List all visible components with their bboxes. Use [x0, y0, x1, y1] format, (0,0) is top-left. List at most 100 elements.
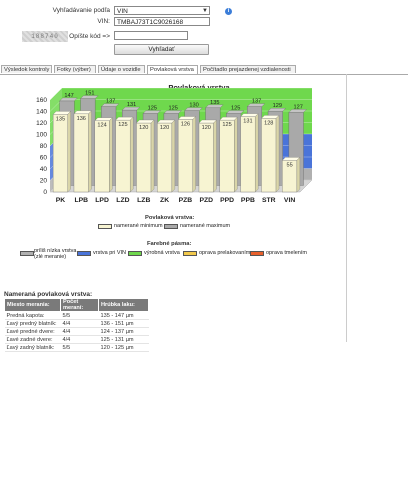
bar-min-label: 135 — [56, 116, 65, 122]
bar-min-label: 125 — [222, 122, 231, 128]
table-row: Ľavý predný blatník: 4/4 136 - 151 µm — [4, 319, 149, 328]
bar-min-side — [234, 116, 238, 193]
x-tick-label: STR — [262, 197, 276, 204]
search-button[interactable]: Vyhľadať — [114, 44, 209, 55]
table-header-row: Miesto merania: Počet meraní: Hrúbka lak… — [4, 298, 149, 312]
bar-min-side — [130, 116, 134, 193]
bands-legend-title: Farebné pásma: — [147, 241, 192, 247]
band-swatch-filler — [250, 251, 264, 256]
band-label-factory: výrobná vrstva — [144, 250, 180, 256]
bar-min — [115, 119, 131, 193]
cell-location: Ľavé zadné dvere: — [4, 335, 61, 344]
bar-max-label: 147 — [64, 93, 73, 99]
bar-min-side — [88, 110, 92, 193]
bar-min — [52, 114, 68, 193]
code-label: Opíšte kód => — [69, 33, 110, 40]
cell-thickness: 124 - 137 µm — [98, 327, 149, 336]
bar-max-label: 130 — [189, 103, 198, 109]
bar-min — [198, 122, 214, 193]
cell-count: 4/4 — [60, 319, 99, 328]
bar-max-label: 125 — [231, 106, 240, 112]
x-tick-label: LPD — [95, 197, 109, 204]
legend-swatch-min — [98, 224, 112, 229]
y-tick-label: 60 — [40, 155, 48, 162]
x-tick-label: PK — [56, 197, 66, 204]
captcha-image: 188740 — [22, 31, 68, 42]
bar-max-label: 127 — [294, 104, 303, 110]
bar-min-side — [171, 119, 176, 193]
bar-max-label: 125 — [169, 106, 178, 112]
band-swatch-repaint — [183, 251, 197, 256]
tab-odometer[interactable]: Počítadlo prejazdenej vzdialenosti — [200, 65, 296, 73]
bar-min — [73, 113, 89, 193]
tab-vehicle-data[interactable]: Údaje o vozidle — [98, 65, 145, 73]
code-input[interactable] — [114, 31, 188, 40]
tab-paint-layer[interactable]: Povlaková vrstva — [147, 65, 198, 74]
bar-min-label: 136 — [77, 116, 86, 122]
bar-min-side — [213, 119, 217, 193]
cell-location: Ľavý predný blatník: — [4, 319, 61, 328]
search-by-label: Vyhľadávanie podľa — [52, 7, 110, 14]
bar-min-label: 126 — [181, 122, 190, 128]
content-divider — [346, 74, 347, 342]
cell-count: 4/4 — [60, 335, 99, 344]
bar-min-label: 120 — [139, 125, 148, 131]
bar-max-top — [226, 110, 245, 114]
chevron-down-icon: ▼ — [202, 8, 208, 14]
bar-min-label: 124 — [97, 123, 106, 129]
bar-min-side — [296, 157, 301, 193]
band-label-repaint: oprava prelakovaním — [199, 250, 251, 256]
table-row: Predná kapota: 5/5 135 - 147 µm — [4, 311, 149, 320]
chart-gridline — [49, 87, 63, 101]
y-tick-label: 140 — [36, 109, 47, 116]
bar-max-label: 151 — [85, 91, 94, 97]
bar-min-label: 125 — [118, 122, 127, 128]
bar-min-side — [255, 113, 259, 193]
chart-title: Povlaková vrstva — [168, 83, 230, 92]
cell-thickness: 125 - 131 µm — [98, 335, 149, 344]
cell-thickness: 135 - 147 µm — [98, 311, 149, 320]
legend-label-min: namerané minimum — [114, 223, 163, 229]
bar-min — [240, 116, 256, 193]
cell-location: Predná kapota: — [4, 311, 61, 320]
bar-max-top — [59, 97, 78, 102]
cell-count: 5/5 — [60, 311, 99, 320]
vin-input[interactable]: TMBAJ73T1C9026168 — [114, 17, 210, 26]
bar-max-top — [288, 109, 307, 113]
bar-min-side — [192, 116, 196, 193]
x-tick-label: ZK — [160, 197, 169, 204]
bar-min — [94, 120, 110, 193]
x-tick-label: PZD — [199, 197, 213, 204]
tab-inspection-result[interactable]: Výsledok kontroly — [1, 65, 52, 73]
bar-max-label: 137 — [252, 99, 261, 105]
bar-max-top — [142, 110, 162, 114]
bar-min — [219, 119, 235, 193]
bar-min — [136, 122, 152, 193]
y-tick-label: 80 — [40, 143, 48, 150]
bar-max-label: 137 — [106, 99, 115, 105]
legend-label-max: namerané maximum — [180, 223, 231, 229]
bar-max-top — [246, 103, 266, 107]
bar-min-label: 128 — [264, 120, 273, 126]
bar-max-top — [267, 108, 287, 112]
cell-thickness: 120 - 125 µm — [98, 343, 149, 352]
tab-bar: Výsledok kontroly Fotky (výber) Údaje o … — [0, 65, 408, 75]
header-count: Počet meraní: — [60, 298, 99, 312]
x-tick-label: LZB — [137, 197, 150, 204]
bar-min-side — [150, 119, 155, 193]
band-swatch-factory — [128, 251, 142, 256]
bar-max-label: 131 — [127, 102, 136, 108]
measurements-title: Nameraná povlaková vrstva: — [4, 291, 93, 298]
search-by-value: VIN — [117, 8, 128, 15]
legend-swatch-max — [164, 224, 178, 229]
bar-min-label: 120 — [202, 125, 211, 131]
tab-photos[interactable]: Fotky (výber) — [54, 65, 96, 73]
band-swatch-low — [20, 251, 34, 256]
cell-location: Ľavý zadný blatník: — [4, 343, 61, 352]
vin-label: VIN: — [97, 18, 110, 25]
info-icon[interactable]: i — [225, 8, 232, 15]
table-row: Ľavé predné dvere: 4/4 124 - 137 µm — [4, 327, 149, 336]
band-label-vin: vrstva pri VIN — [93, 250, 127, 256]
search-by-select[interactable]: VIN ▼ — [114, 6, 210, 15]
x-tick-label: LZD — [116, 197, 129, 204]
